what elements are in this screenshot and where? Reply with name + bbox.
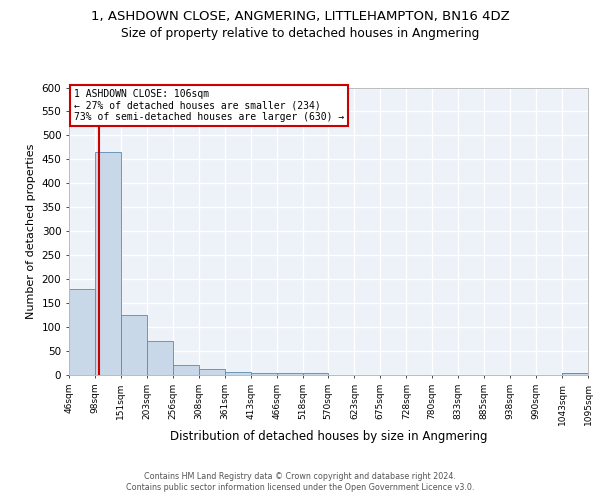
Text: Contains public sector information licensed under the Open Government Licence v3: Contains public sector information licen…	[126, 484, 474, 492]
X-axis label: Distribution of detached houses by size in Angmering: Distribution of detached houses by size …	[170, 430, 487, 444]
Bar	[69, 289, 95, 375]
Text: Contains HM Land Registry data © Crown copyright and database right 2024.: Contains HM Land Registry data © Crown c…	[144, 472, 456, 481]
Bar	[302, 373, 328, 375]
Bar	[251, 372, 277, 375]
Text: 1, ASHDOWN CLOSE, ANGMERING, LITTLEHAMPTON, BN16 4DZ: 1, ASHDOWN CLOSE, ANGMERING, LITTLEHAMPT…	[91, 10, 509, 23]
Text: Size of property relative to detached houses in Angmering: Size of property relative to detached ho…	[121, 28, 479, 40]
Y-axis label: Number of detached properties: Number of detached properties	[26, 144, 36, 319]
Bar	[225, 372, 251, 375]
Bar	[562, 372, 588, 375]
Bar	[95, 152, 121, 375]
Text: 1 ASHDOWN CLOSE: 106sqm
← 27% of detached houses are smaller (234)
73% of semi-d: 1 ASHDOWN CLOSE: 106sqm ← 27% of detache…	[74, 89, 344, 122]
Bar	[146, 342, 173, 375]
Bar	[199, 369, 225, 375]
Bar	[173, 366, 199, 375]
Bar	[277, 373, 302, 375]
Bar	[121, 315, 146, 375]
Bar	[562, 372, 588, 375]
